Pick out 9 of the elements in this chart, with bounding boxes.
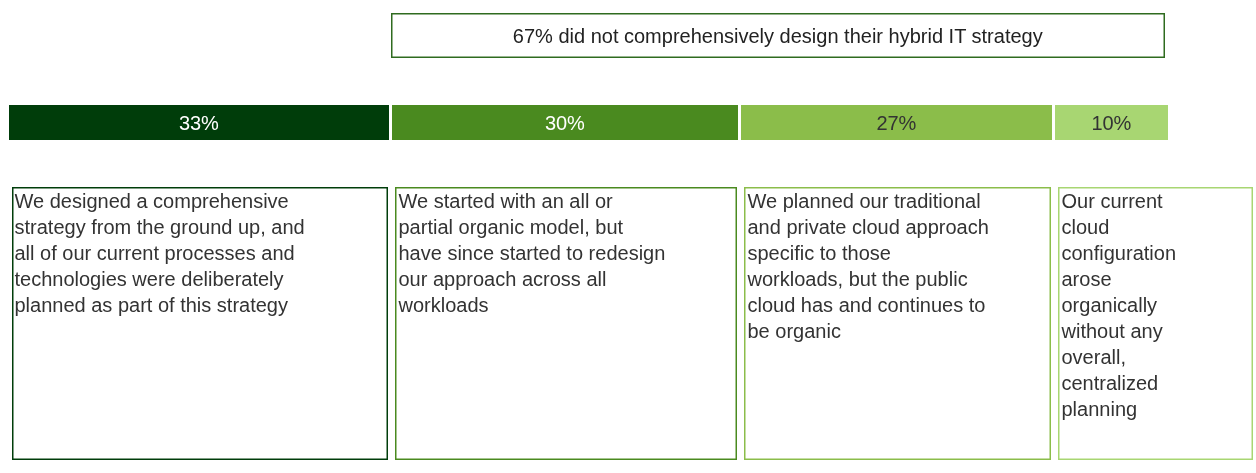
text: Our current cloud configuration arose organically without any overall, centralized planning [1061,189,1177,420]
data-label: 10% [1091,111,1132,134]
data-label: 27% [876,111,917,134]
data-label: 30% [544,111,586,134]
text: 67% did not comprehensively design their hybrid IT strategy [512,24,1043,47]
data-label: 33% [178,111,220,134]
text: We started with an all or partial organic model, but have since started to redesign our approach across all workloads [397,189,666,316]
text: We designed a comprehensive strategy from the ground up, and all of our current processes and technologies were deliberately planned as part of this strategy [14,189,305,316]
text: We planned our traditional and private cloud approach specific to those workloads, but the public cloud has and continues to be organic [746,189,989,342]
